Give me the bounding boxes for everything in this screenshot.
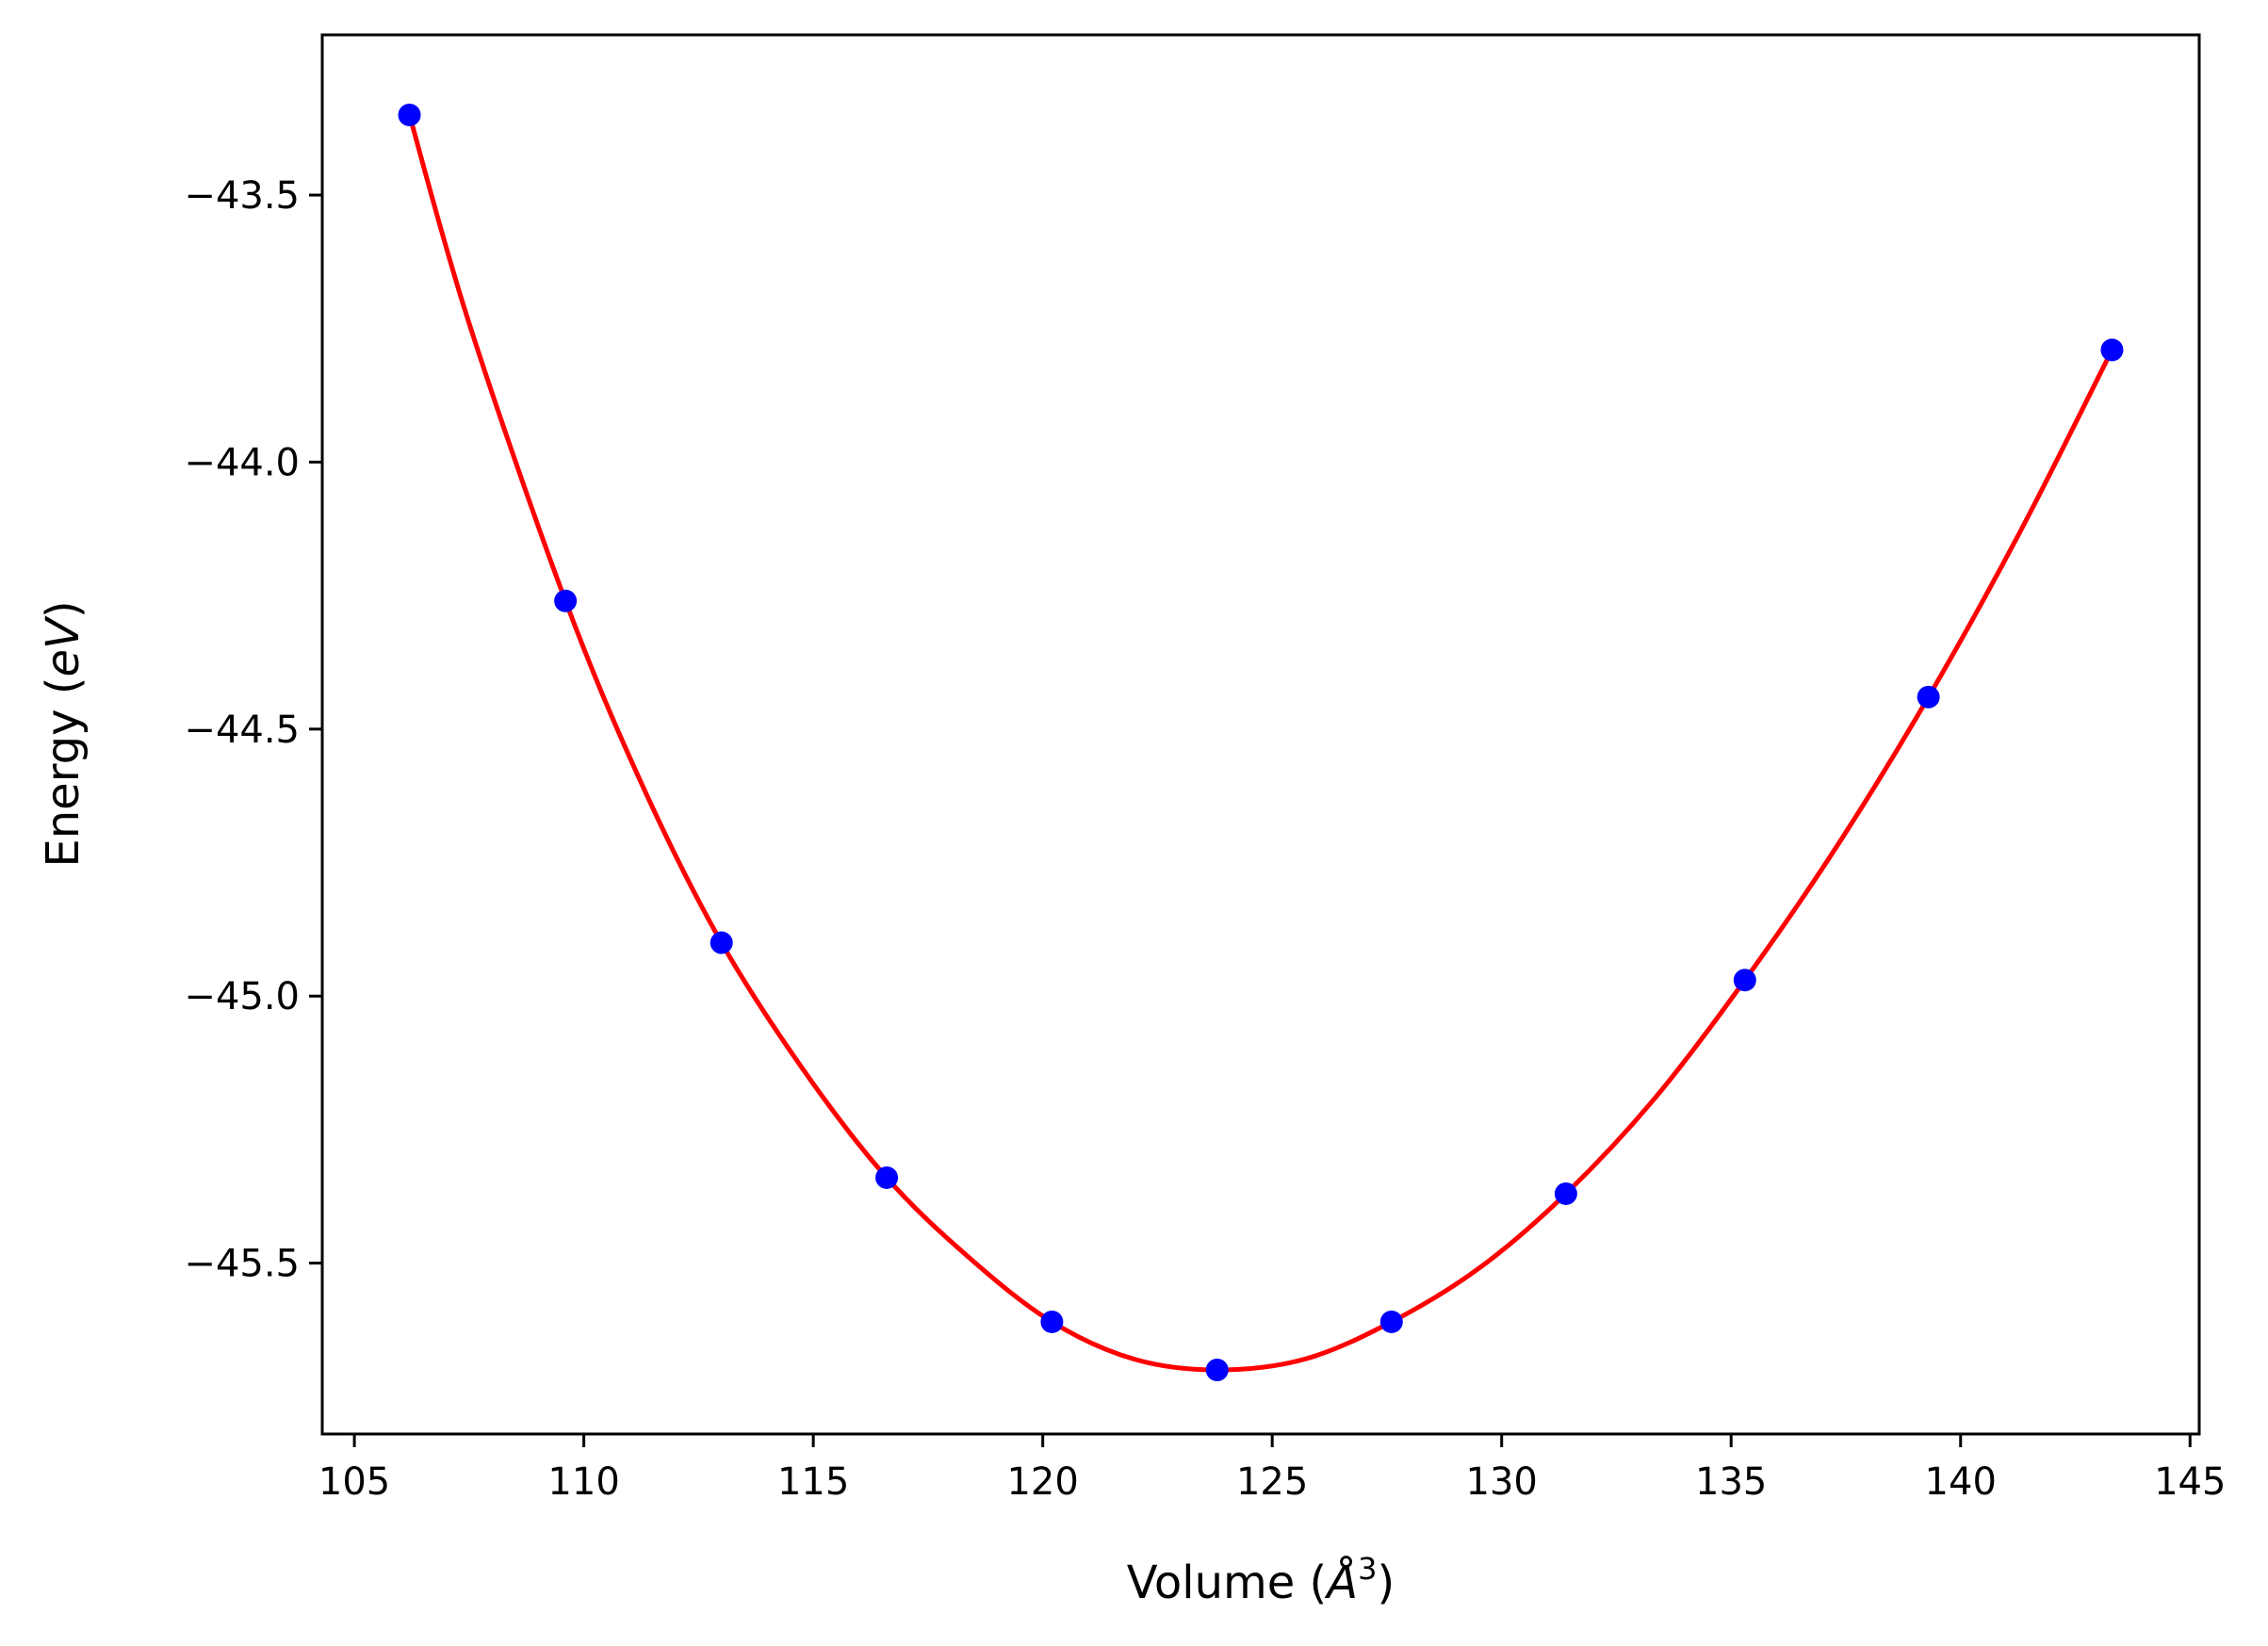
- x-tick-label: 135: [1695, 1460, 1767, 1504]
- data-point: [710, 931, 733, 954]
- x-tick-label: 115: [777, 1460, 849, 1504]
- data-point: [1040, 1310, 1064, 1333]
- x-tick-label: 120: [1006, 1460, 1078, 1504]
- axes-frame: [320, 33, 2201, 1436]
- data-point: [1205, 1358, 1229, 1381]
- x-tick-label: 140: [1925, 1460, 1997, 1504]
- x-tick-label: 110: [547, 1460, 619, 1504]
- data-point: [1379, 1310, 1403, 1333]
- data-point: [875, 1165, 899, 1189]
- x-tick-label: 145: [2154, 1460, 2226, 1504]
- data-point: [1733, 969, 1756, 992]
- x-axis-label: Volume (Å3): [1127, 1551, 1395, 1609]
- y-tick-label: −45.0: [184, 975, 300, 1019]
- data-point: [1917, 685, 1940, 709]
- data-point: [1554, 1182, 1577, 1205]
- x-tick-label: 125: [1236, 1460, 1308, 1504]
- plot-area: [398, 104, 2124, 1381]
- axis-ticks: 105 110 115 120 125 130 135 140 145 −43.5 −44.0 −44…: [184, 174, 2226, 1504]
- x-tick-label: 130: [1466, 1460, 1538, 1504]
- data-point: [2100, 338, 2124, 362]
- y-tick-label: −45.5: [184, 1243, 300, 1286]
- x-tick-label: 105: [318, 1460, 390, 1504]
- y-axis-label: Energy (eV): [37, 600, 90, 867]
- y-tick-label: −43.5: [184, 174, 300, 218]
- y-tick-label: −44.0: [184, 441, 300, 484]
- data-point: [398, 104, 421, 127]
- data-point: [554, 589, 578, 612]
- y-tick-label: −44.5: [184, 709, 300, 752]
